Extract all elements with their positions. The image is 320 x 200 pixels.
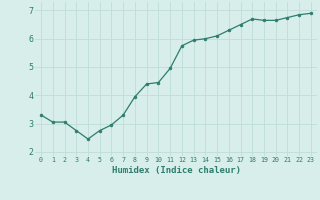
X-axis label: Humidex (Indice chaleur): Humidex (Indice chaleur) [111,166,241,175]
